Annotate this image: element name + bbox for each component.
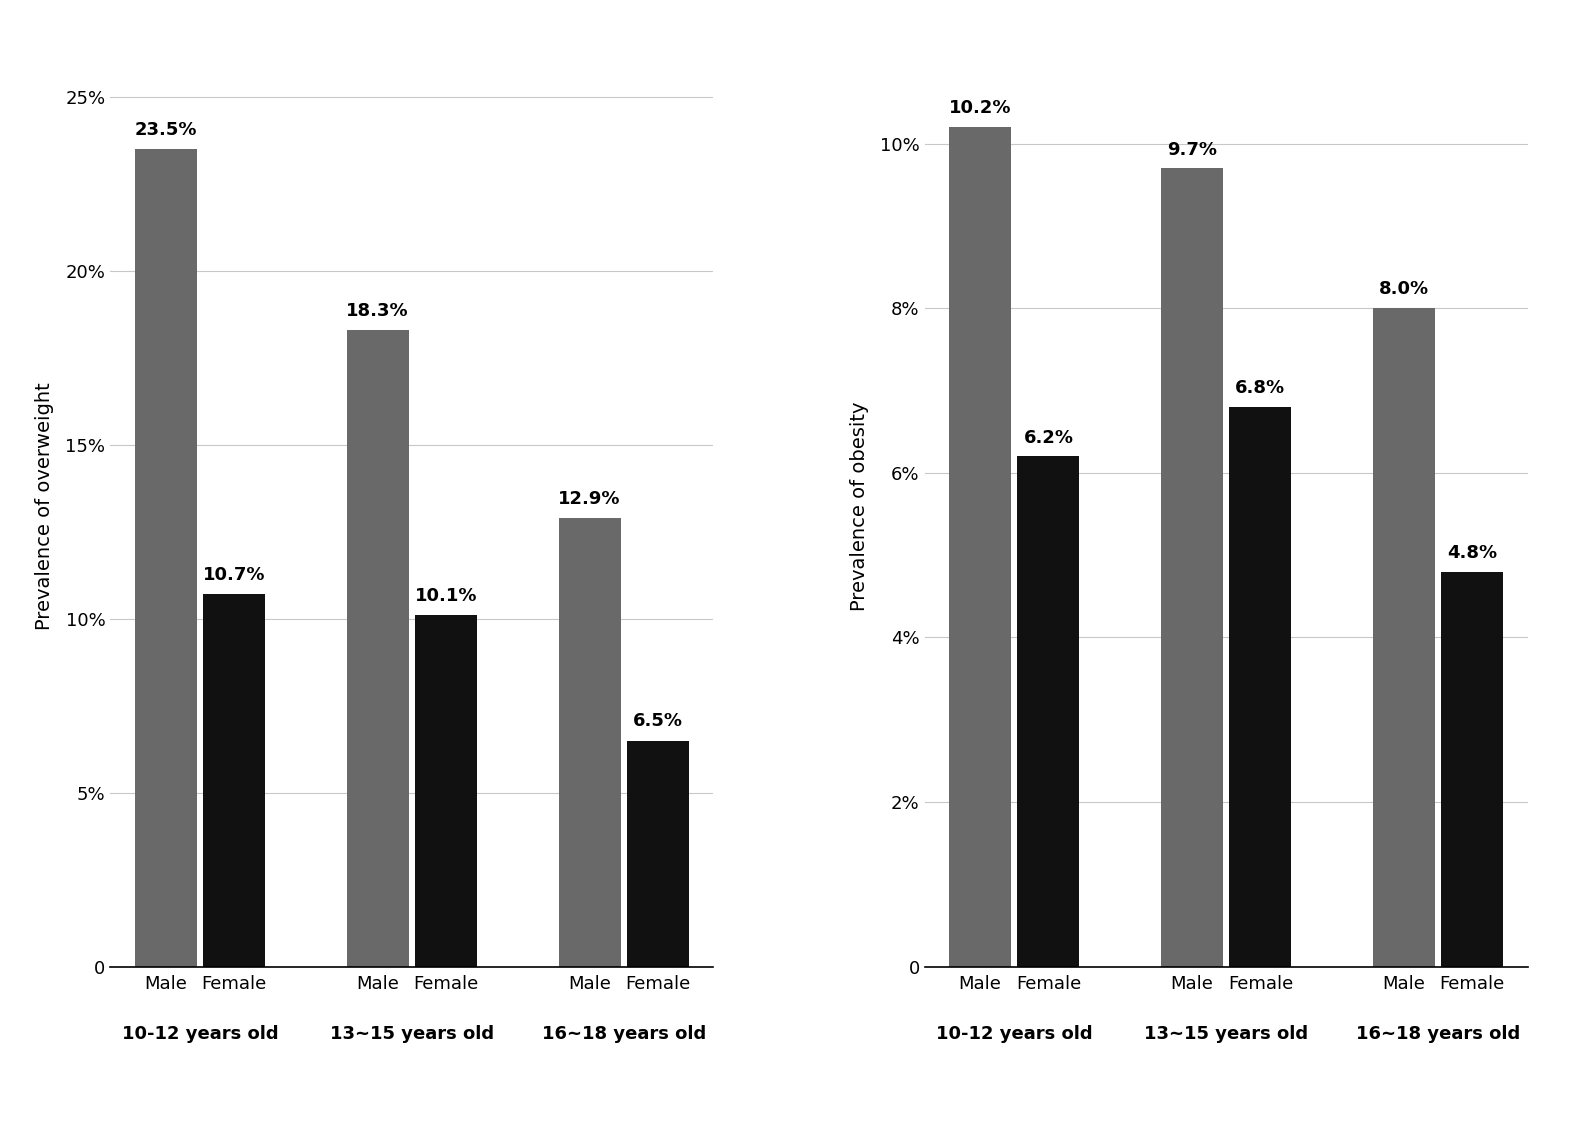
Y-axis label: Prevalence of obesity: Prevalence of obesity bbox=[850, 401, 869, 610]
Text: 4.8%: 4.8% bbox=[1447, 544, 1498, 562]
Text: 13~15 years old: 13~15 years old bbox=[329, 1025, 495, 1043]
Bar bbox=[203, 595, 265, 967]
Bar bbox=[1017, 456, 1079, 967]
Bar bbox=[1230, 407, 1292, 967]
Bar bbox=[1373, 308, 1435, 967]
Text: 16~18 years old: 16~18 years old bbox=[1356, 1025, 1520, 1043]
Text: 10.2%: 10.2% bbox=[948, 99, 1011, 117]
Y-axis label: Prevalence of overweight: Prevalence of overweight bbox=[35, 382, 54, 629]
Text: 8.0%: 8.0% bbox=[1378, 280, 1429, 299]
Text: 23.5%: 23.5% bbox=[134, 121, 197, 139]
Bar bbox=[1161, 169, 1222, 967]
Bar bbox=[1441, 572, 1503, 967]
Bar bbox=[559, 518, 621, 967]
Text: 16~18 years old: 16~18 years old bbox=[542, 1025, 706, 1043]
Bar bbox=[135, 149, 197, 967]
Text: 6.2%: 6.2% bbox=[1024, 428, 1074, 446]
Text: 10.1%: 10.1% bbox=[414, 587, 477, 605]
Text: 10-12 years old: 10-12 years old bbox=[936, 1025, 1093, 1043]
Text: 18.3%: 18.3% bbox=[346, 301, 410, 319]
Bar bbox=[346, 330, 408, 967]
Text: 10-12 years old: 10-12 years old bbox=[121, 1025, 279, 1043]
Text: 13~15 years old: 13~15 years old bbox=[1143, 1025, 1309, 1043]
Text: 6.5%: 6.5% bbox=[633, 713, 684, 731]
Text: 10.7%: 10.7% bbox=[203, 566, 266, 584]
Text: 12.9%: 12.9% bbox=[558, 490, 621, 508]
Text: 6.8%: 6.8% bbox=[1235, 379, 1285, 397]
Bar bbox=[627, 741, 688, 967]
Bar bbox=[950, 127, 1011, 967]
Text: 9.7%: 9.7% bbox=[1167, 140, 1217, 158]
Bar bbox=[416, 615, 477, 967]
